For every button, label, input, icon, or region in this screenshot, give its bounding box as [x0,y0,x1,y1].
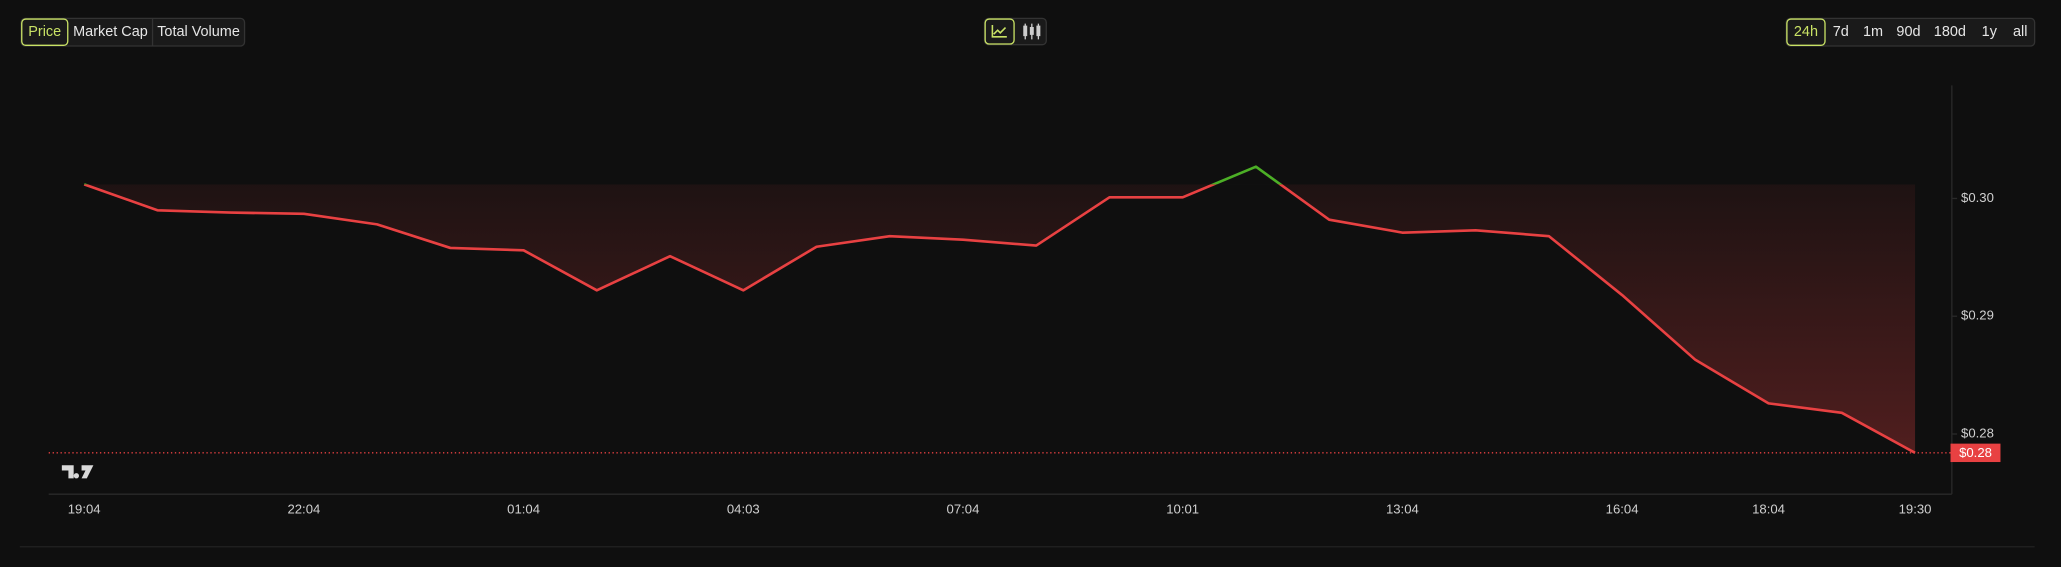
interval-button[interactable]: all [2013,24,2027,40]
interval-button[interactable]: 90d [1896,24,1920,40]
metric-tab[interactable]: Price [28,24,61,40]
interval-button[interactable]: 1m [1863,24,1883,40]
y-tick-label: $0.30 [1961,190,1994,205]
last-price-label: $0.28 [1959,445,1992,460]
interval-button[interactable]: 180d [1934,24,1966,40]
x-tick-label: 19:04 [68,501,101,516]
x-tick-label: 07:04 [947,501,980,516]
x-tick-label: 22:04 [287,501,320,516]
price-line [83,184,1916,454]
y-tick-label: $0.28 [1961,425,1994,440]
interval-active[interactable] [1786,18,1826,47]
x-tick-label: 18:04 [1752,501,1785,516]
candle-icon[interactable] [1023,23,1041,40]
x-tick-label: 10:01 [1166,501,1199,516]
metric-tab[interactable]: Market Cap [73,24,148,40]
interval-button[interactable]: 1y [1982,24,1998,40]
line-icon [991,24,1007,38]
interval-button[interactable]: 7d [1833,24,1849,40]
metric-tab-active[interactable] [21,18,69,47]
metric-group [20,17,246,47]
last-price-badge [1950,443,2001,463]
y-tick-label: $0.29 [1961,308,1994,323]
area [84,184,1916,453]
x-tick-label: 16:04 [1606,501,1639,516]
x-tick-label: 19:30 [1899,501,1932,516]
x-tick-label: 01:04 [507,501,540,516]
interval-button[interactable]: 24h [1794,24,1818,40]
metric-tab[interactable]: Total Volume [157,24,240,40]
x-tick-label: 04:03 [727,501,760,516]
logo [61,465,94,479]
x-tick-label: 13:04 [1386,501,1419,516]
